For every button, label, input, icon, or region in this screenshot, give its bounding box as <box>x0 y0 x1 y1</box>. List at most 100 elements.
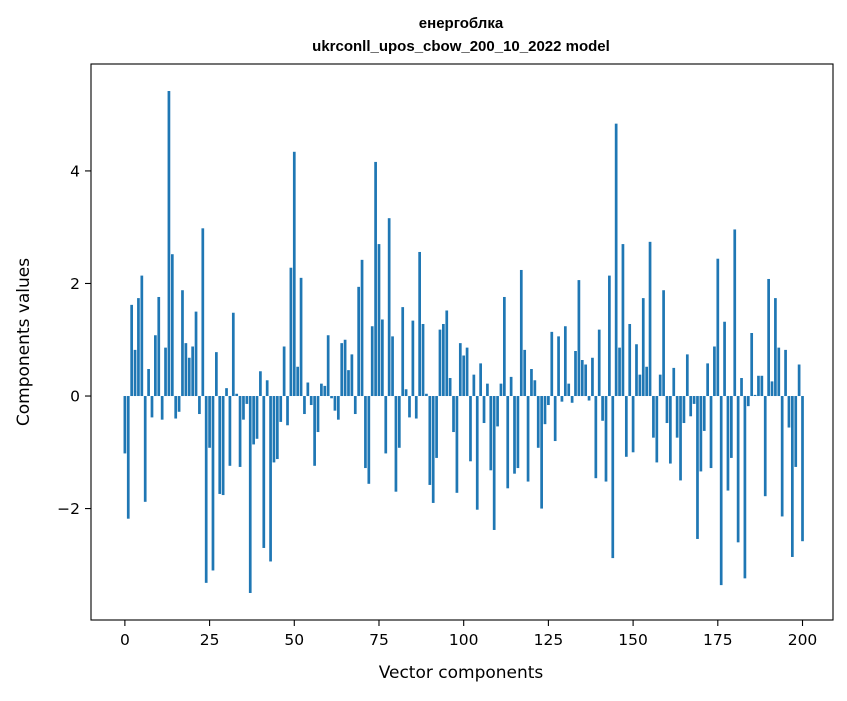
bar-148 <box>624 396 628 457</box>
bar-63 <box>336 396 340 420</box>
bar-43 <box>269 396 272 562</box>
bar-200 <box>801 396 804 542</box>
bar-18 <box>184 343 188 397</box>
bar-169 <box>696 396 699 539</box>
bar-129 <box>560 396 564 402</box>
bar-186 <box>753 394 757 397</box>
bar-79 <box>391 336 394 397</box>
bar-111 <box>499 383 503 397</box>
bar-0 <box>123 396 127 454</box>
bar-109 <box>492 396 496 530</box>
bar-88 <box>421 323 425 397</box>
bar-187 <box>757 375 760 397</box>
bar-165 <box>682 396 686 424</box>
bar-5 <box>140 275 144 397</box>
bar-106 <box>482 396 486 424</box>
bars <box>123 91 804 593</box>
bar-8 <box>150 396 154 418</box>
bar-11 <box>160 396 164 420</box>
bar-116 <box>516 396 520 469</box>
bar-22 <box>198 396 201 415</box>
bar-192 <box>774 298 777 397</box>
bar-14 <box>170 254 174 397</box>
bar-44 <box>272 396 276 463</box>
bar-166 <box>685 354 689 397</box>
bar-32 <box>231 312 235 397</box>
bar-181 <box>736 396 740 543</box>
bar-118 <box>523 349 527 397</box>
bar-19 <box>187 357 191 397</box>
bar-136 <box>584 364 588 397</box>
bar-93 <box>438 329 442 397</box>
x-tick-label-200: 200 <box>788 631 818 649</box>
bar-104 <box>475 396 479 510</box>
bar-78 <box>387 218 391 397</box>
bar-47 <box>282 346 286 397</box>
bar-177 <box>723 321 726 397</box>
bar-54 <box>306 382 310 397</box>
bar-55 <box>309 396 313 406</box>
bar-107 <box>486 383 489 397</box>
bar-134 <box>577 280 581 397</box>
bar-144 <box>611 396 615 559</box>
bar-175 <box>716 258 720 397</box>
plot-frame <box>90 63 834 621</box>
bar-91 <box>431 396 435 503</box>
chart-title: енергоблка <box>419 15 504 32</box>
bar-87 <box>418 251 421 397</box>
bar-90 <box>428 396 432 485</box>
bar-96 <box>448 378 452 397</box>
y-axis-ticks: −2 0 2 4 <box>57 162 91 518</box>
x-tick-label-0: 0 <box>120 631 130 649</box>
bar-188 <box>760 375 764 397</box>
bar-123 <box>540 396 543 509</box>
bar-114 <box>509 376 513 397</box>
bar-112 <box>503 296 506 397</box>
bar-180 <box>733 229 737 397</box>
bar-174 <box>713 346 716 397</box>
bar-176 <box>719 396 723 586</box>
bar-197 <box>790 396 794 557</box>
bar-62 <box>333 396 337 411</box>
bar-157 <box>655 396 659 463</box>
bar-138 <box>591 357 594 397</box>
bar-137 <box>587 396 591 401</box>
bar-122 <box>536 396 540 448</box>
bar-2 <box>130 304 134 397</box>
bar-154 <box>645 366 649 397</box>
bar-173 <box>709 396 713 469</box>
bar-185 <box>750 333 754 397</box>
bar-84 <box>408 396 411 418</box>
bar-125 <box>547 396 550 406</box>
bar-152 <box>638 374 642 397</box>
bar-163 <box>675 396 679 438</box>
x-axis-ticks: 0 25 50 75 100 125 150 175 200 <box>120 620 817 649</box>
bar-69 <box>357 286 361 397</box>
bar-128 <box>557 336 560 397</box>
bar-15 <box>174 396 178 419</box>
bar-16 <box>177 396 181 412</box>
bar-199 <box>797 364 801 397</box>
bar-12 <box>164 347 167 397</box>
bar-50 <box>292 151 296 397</box>
bar-170 <box>699 396 703 472</box>
bar-147 <box>621 244 625 397</box>
bar-103 <box>472 374 476 397</box>
bar-36 <box>245 396 249 404</box>
bar-60 <box>326 335 330 397</box>
bar-82 <box>401 307 405 397</box>
bar-159 <box>662 290 665 397</box>
bar-92 <box>435 396 438 458</box>
bar-131 <box>567 383 571 397</box>
bar-132 <box>570 396 574 403</box>
bar-52 <box>299 277 303 397</box>
y-tick-label--2: −2 <box>57 500 80 518</box>
bar-40 <box>259 371 262 397</box>
bar-6 <box>143 396 147 502</box>
bar-86 <box>414 396 418 419</box>
bar-97 <box>452 396 455 433</box>
bar-150 <box>631 396 635 453</box>
bar-7 <box>147 369 150 397</box>
bar-28 <box>218 396 222 494</box>
